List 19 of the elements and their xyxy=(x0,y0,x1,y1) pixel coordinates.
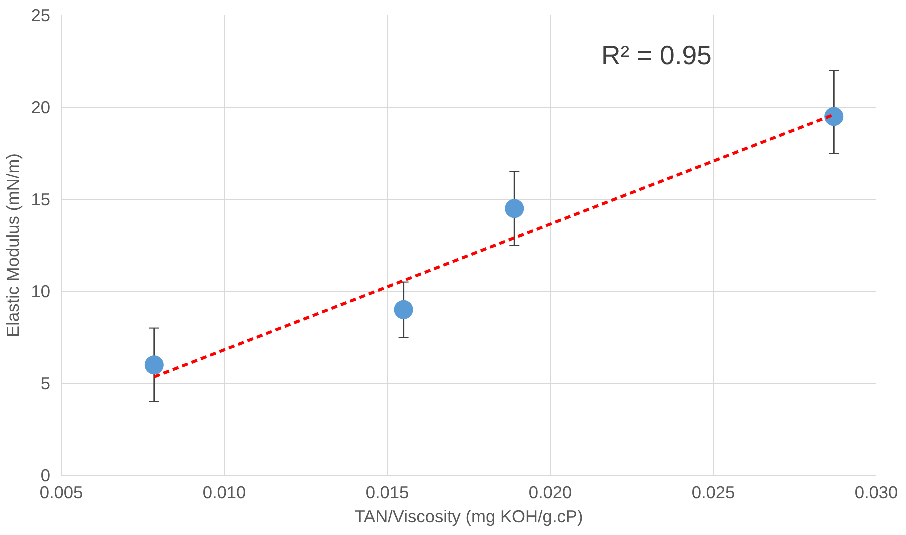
point xyxy=(505,199,524,218)
x-tick-label: 0.005 xyxy=(40,482,84,502)
x-tick-label: 0.025 xyxy=(692,482,736,502)
point xyxy=(144,356,164,375)
y-tick-label: 0 xyxy=(40,466,51,486)
point xyxy=(394,300,414,320)
y-tick-label: 20 xyxy=(31,98,51,118)
x-tick-label: 0.020 xyxy=(528,482,572,502)
annotation: R² = 0.95 xyxy=(602,40,712,70)
y-tick-label: 25 xyxy=(31,6,51,26)
y-axis-title: Elastic Modulus (mN/m) xyxy=(3,154,24,338)
point xyxy=(824,107,844,126)
y-tick-label: 15 xyxy=(31,190,51,210)
y-tick-label: 10 xyxy=(31,282,51,302)
x-tick-label: 0.030 xyxy=(854,482,898,502)
y-tick-label: 5 xyxy=(40,374,51,394)
x-tick-label: 0.010 xyxy=(202,482,246,502)
x-tick-label: 0.015 xyxy=(366,482,410,502)
x-axis-title: TAN/Viscosity (mg KOH/g.cP) xyxy=(354,506,584,526)
